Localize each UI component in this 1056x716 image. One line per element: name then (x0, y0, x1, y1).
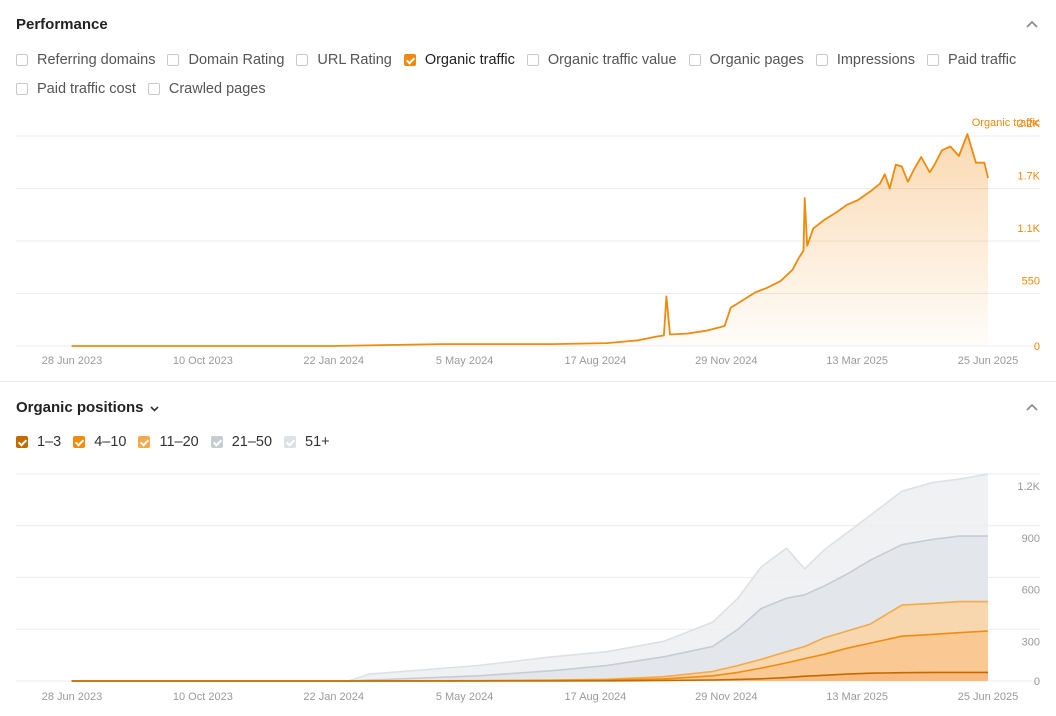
metric-label: Paid traffic (948, 52, 1017, 68)
checkbox[interactable] (815, 54, 828, 66)
area-positions-11-20 (71, 601, 989, 681)
legend-21-50[interactable]: 21–50 (210, 434, 273, 450)
legend-1-3[interactable]: 1–3 (16, 434, 61, 450)
x-tick-label: 25 Jun 2025 (958, 355, 1019, 367)
x-tick-label: 29 Nov 2024 (695, 691, 757, 703)
checkbox[interactable] (526, 54, 539, 66)
checkbox[interactable] (167, 54, 180, 66)
checkbox-checked[interactable] (403, 54, 416, 66)
chevron-down-icon (149, 406, 159, 412)
metric-label: URL Rating (317, 52, 392, 68)
collapse-performance-chevron-up-icon[interactable] (1026, 20, 1038, 28)
metric-organic-traffic[interactable]: Organic traffic (403, 52, 515, 68)
y-tick-label: 1.7K (1017, 171, 1040, 183)
legend-label: 11–20 (159, 434, 199, 450)
legend-label: 21–50 (231, 434, 273, 450)
line-positions-1-3 (71, 671, 988, 682)
y-tick-label: 600 (1022, 585, 1040, 597)
x-tick-label: 13 Mar 2025 (826, 355, 888, 367)
y-tick-label: 1.2K (1017, 481, 1040, 493)
series-axis-label: Organic traffic (972, 117, 1041, 129)
legend-11-20[interactable]: 11–20 (138, 434, 199, 450)
legend-label: 51+ (305, 434, 330, 450)
checkbox[interactable] (927, 54, 939, 66)
positions-legend: 1–3 4–10 11–20 21–50 51+ (16, 434, 342, 450)
y-tick-label: 1.1K (1017, 223, 1040, 235)
checkbox[interactable] (147, 83, 160, 95)
checkbox-checked[interactable] (73, 436, 86, 448)
y-tick-label: 2.2K (1017, 118, 1040, 130)
x-tick-label: 17 Aug 2024 (565, 691, 627, 703)
metric-organic-pages[interactable]: Organic pages (688, 52, 804, 68)
performance-title: Performance (16, 16, 108, 33)
section-divider (0, 381, 1056, 382)
y-tick-label: 300 (1022, 636, 1040, 648)
metric-label: Crawled pages (168, 81, 266, 97)
organic-traffic-line (71, 133, 989, 347)
x-tick-label: 29 Nov 2024 (695, 355, 757, 367)
y-tick-label: 0 (1034, 676, 1040, 688)
y-tick-label: 0 (1034, 341, 1040, 353)
metric-crawled-pages[interactable]: Crawled pages (147, 81, 266, 97)
metric-organic-traffic-value[interactable]: Organic traffic value (526, 52, 677, 68)
legend-label: 4–10 (94, 434, 127, 450)
metric-label: Organic traffic (424, 52, 515, 68)
organic-traffic-area (71, 134, 989, 346)
metric-label: Paid traffic cost (37, 81, 136, 97)
metric-label: Organic traffic value (547, 52, 677, 68)
metric-paid-traffic[interactable]: Paid traffic (927, 52, 1016, 68)
y-tick-label: 900 (1022, 533, 1040, 545)
x-tick-label: 5 May 2024 (436, 355, 493, 367)
metric-label: Domain Rating (188, 52, 285, 68)
checkbox[interactable] (688, 54, 701, 66)
x-tick-label: 13 Mar 2025 (826, 691, 888, 703)
x-tick-label: 28 Jun 2023 (42, 691, 103, 703)
legend-51-plus[interactable]: 51+ (284, 434, 330, 450)
organic-positions-title: Organic positions (16, 399, 144, 416)
checkbox-checked[interactable] (284, 436, 297, 448)
metric-domain-rating[interactable]: Domain Rating (167, 52, 284, 68)
metrics-row-1: Referring domains Domain Rating URL Rati… (16, 52, 1028, 68)
line-positions-51 (71, 473, 989, 682)
legend-4-10[interactable]: 4–10 (73, 434, 126, 450)
checkbox-checked[interactable] (16, 436, 28, 448)
checkbox-checked[interactable] (138, 436, 151, 448)
y-tick-label: 550 (1022, 276, 1040, 288)
checkbox[interactable] (16, 83, 28, 95)
collapse-positions-chevron-up-icon[interactable] (1026, 403, 1038, 411)
metric-label: Referring domains (37, 52, 156, 68)
x-tick-label: 22 Jan 2024 (303, 355, 364, 367)
metric-impressions[interactable]: Impressions (815, 52, 915, 68)
line-positions-21-50 (71, 535, 988, 682)
x-tick-label: 10 Oct 2023 (173, 355, 233, 367)
metric-url-rating[interactable]: URL Rating (296, 52, 392, 68)
checkbox[interactable] (296, 54, 309, 66)
area-positions-21-50 (71, 536, 989, 681)
organic-positions-dropdown[interactable]: Organic positions (16, 399, 159, 416)
metrics-row-2: Paid traffic cost Crawled pages (16, 81, 278, 97)
x-tick-label: 5 May 2024 (436, 691, 493, 703)
x-tick-label: 25 Jun 2025 (958, 691, 1019, 703)
metric-label: Organic pages (709, 52, 804, 68)
legend-label: 1–3 (37, 434, 62, 450)
checkbox-checked[interactable] (210, 436, 223, 448)
x-tick-label: 10 Oct 2023 (173, 691, 233, 703)
x-tick-label: 17 Aug 2024 (565, 355, 627, 367)
checkbox[interactable] (16, 54, 28, 66)
x-tick-label: 28 Jun 2023 (42, 355, 103, 367)
metric-label: Impressions (836, 52, 915, 68)
metric-referring-domains[interactable]: Referring domains (16, 52, 155, 68)
organic-positions-chart[interactable]: 0 300 600 900 1.2K 28 Jun 2023 10 Oct 2023 22 J… (0, 460, 1056, 710)
x-tick-label: 22 Jan 2024 (303, 691, 364, 703)
metric-paid-traffic-cost[interactable]: Paid traffic cost (16, 81, 136, 97)
